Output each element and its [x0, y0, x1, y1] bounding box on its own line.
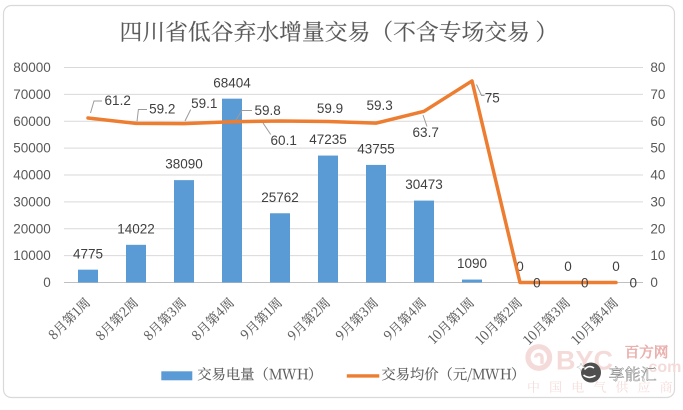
svg-text:70: 70: [650, 87, 665, 102]
svg-text:59.8: 59.8: [254, 103, 280, 118]
svg-text:25762: 25762: [261, 190, 299, 205]
svg-text:0: 0: [650, 275, 658, 290]
svg-text:0: 0: [612, 259, 620, 274]
svg-text:10000: 10000: [13, 248, 51, 263]
svg-text:47235: 47235: [309, 132, 347, 147]
svg-text:75: 75: [485, 91, 500, 106]
svg-text:50: 50: [650, 141, 665, 156]
svg-text:0: 0: [533, 275, 541, 290]
svg-text:1090: 1090: [457, 256, 487, 271]
svg-text:0: 0: [516, 259, 524, 274]
svg-text:40: 40: [650, 168, 665, 183]
svg-text:0: 0: [564, 259, 572, 274]
svg-text:60: 60: [650, 114, 665, 129]
svg-text:59.3: 59.3: [366, 98, 392, 113]
svg-text:30: 30: [650, 194, 665, 209]
svg-text:80000: 80000: [13, 60, 51, 75]
svg-text:60.1: 60.1: [271, 133, 297, 148]
svg-text:43755: 43755: [357, 142, 395, 157]
svg-text:40000: 40000: [13, 168, 51, 183]
svg-text:63.7: 63.7: [413, 125, 439, 140]
svg-text:38090: 38090: [165, 157, 203, 172]
svg-text:.com: .com: [644, 359, 681, 376]
svg-text:0: 0: [581, 275, 589, 290]
svg-text:14022: 14022: [117, 221, 155, 236]
svg-text:20: 20: [650, 221, 665, 236]
svg-text:10: 10: [650, 248, 665, 263]
svg-text:0: 0: [43, 275, 51, 290]
svg-text:30473: 30473: [405, 177, 443, 192]
svg-text:30000: 30000: [13, 194, 51, 209]
svg-text:61.2: 61.2: [105, 93, 131, 108]
svg-text:50000: 50000: [13, 141, 51, 156]
svg-text:20000: 20000: [13, 221, 51, 236]
svg-text:59.2: 59.2: [149, 101, 175, 116]
svg-text:59.9: 59.9: [317, 101, 343, 116]
svg-text:80: 80: [650, 60, 665, 75]
svg-text:70000: 70000: [13, 87, 51, 102]
svg-text:4775: 4775: [73, 246, 103, 261]
svg-text:0: 0: [629, 275, 637, 290]
svg-text:60000: 60000: [13, 114, 51, 129]
svg-text:59.1: 59.1: [191, 96, 217, 111]
svg-text:68404: 68404: [213, 75, 251, 90]
